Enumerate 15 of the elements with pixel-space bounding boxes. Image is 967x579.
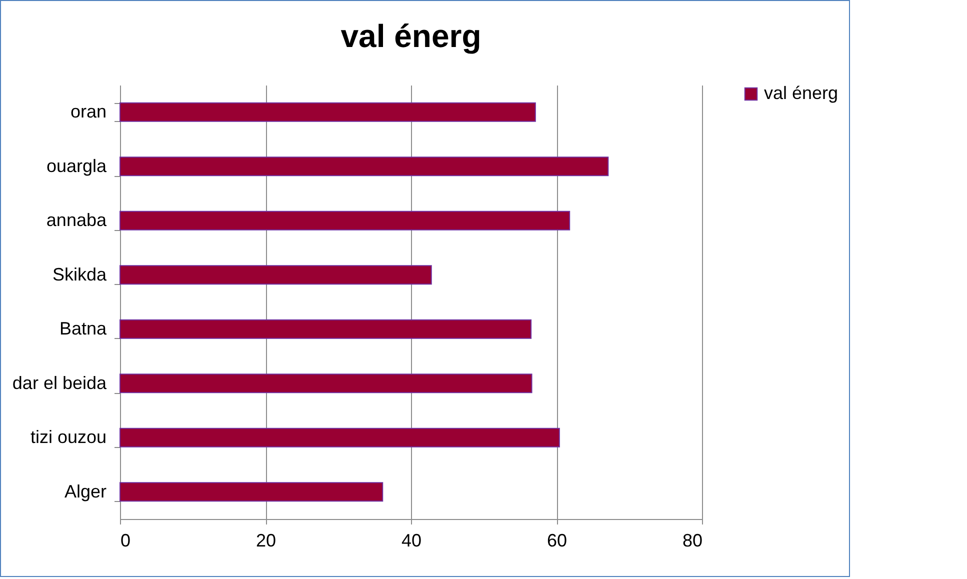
legend-label: val énerg <box>764 83 838 103</box>
y-tick-label: Alger <box>64 481 106 502</box>
y-tick-label: Skikda <box>52 264 108 284</box>
y-tick-label: tizi ouzou <box>30 427 106 448</box>
y-tick-label: dar el beida <box>12 372 108 393</box>
chart-title: val énerg <box>340 18 482 54</box>
x-tick-label: 60 <box>546 530 568 550</box>
y-tick-label: annaba <box>46 210 108 230</box>
x-tick-label: 80 <box>682 530 702 550</box>
x-tick-label: 0 <box>120 530 131 550</box>
y-tick-label: ouargla <box>46 156 108 176</box>
x-tick-label: 40 <box>401 530 422 550</box>
y-tick-label: oran <box>70 102 106 122</box>
y-tick-label: Batna <box>59 318 108 339</box>
x-tick-label: 20 <box>256 530 276 550</box>
